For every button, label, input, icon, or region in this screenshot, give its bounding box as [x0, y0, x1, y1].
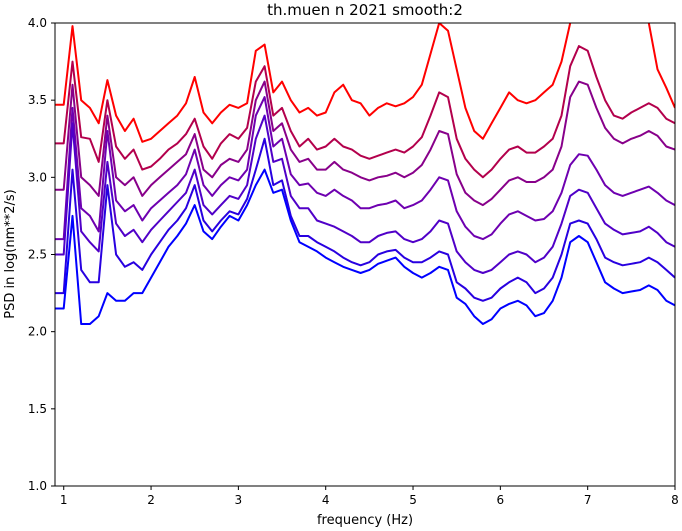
- x-tick-label: 3: [235, 493, 243, 507]
- series-layer: [55, 23, 675, 325]
- x-axis: 1 2 3 4 5 6 7 8: [60, 486, 679, 507]
- chart-title: th.muen n 2021 smooth:2: [267, 1, 463, 19]
- y-tick-label: 3.0: [28, 170, 47, 184]
- x-axis-label: frequency (Hz): [317, 513, 413, 528]
- x-tick-label: 4: [322, 493, 330, 507]
- x-tick-label: 1: [60, 493, 68, 507]
- series-line-2: [55, 45, 675, 179]
- y-tick-label: 2.5: [28, 248, 47, 262]
- y-tick-label: 3.5: [28, 93, 47, 107]
- y-tick-label: 4.0: [28, 16, 47, 30]
- y-tick-label: 2.0: [28, 325, 47, 339]
- y-tick-label: 1.5: [28, 402, 47, 416]
- x-tick-label: 2: [147, 493, 155, 507]
- series-line-5: [55, 114, 675, 274]
- y-tick-label: 1.0: [28, 479, 47, 493]
- x-tick-label: 7: [584, 493, 592, 507]
- series-line-1: [55, 23, 675, 143]
- x-tick-label: 5: [409, 493, 417, 507]
- series-line-3: [55, 80, 675, 207]
- series-line-4: [55, 96, 675, 241]
- y-axis: 1.0 1.5 2.0 2.5 3.0 3.5 4.0: [28, 16, 55, 493]
- plot-frame: [54, 22, 676, 487]
- series-line-6: [55, 137, 675, 302]
- x-tick-label: 6: [497, 493, 505, 507]
- x-tick-label: 8: [671, 493, 679, 507]
- series-line-7: [55, 168, 675, 325]
- y-axis-label: PSD in log(nm**2/s): [3, 189, 18, 319]
